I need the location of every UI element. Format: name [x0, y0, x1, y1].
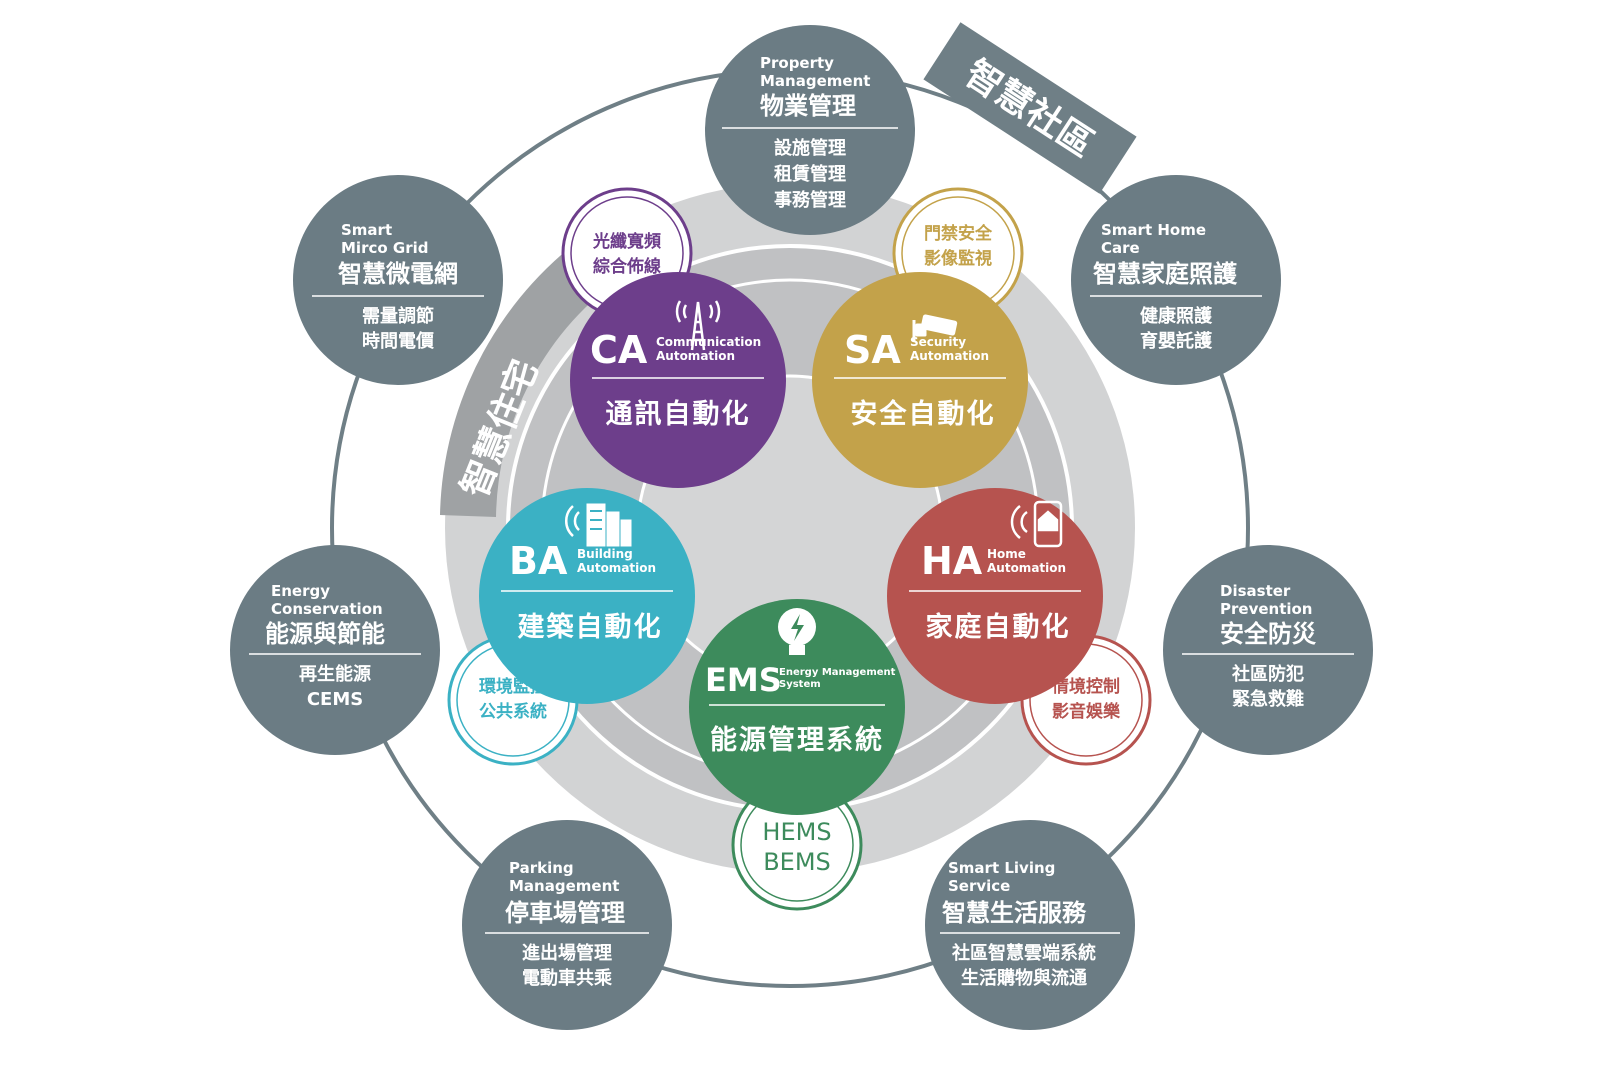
label-systems-0-sub-1: 綜合佈線	[593, 256, 661, 277]
smart-community-banner: 智慧社區	[923, 22, 1137, 194]
phone-home-icon	[1010, 500, 1063, 548]
system-ems: EMS Energy Management System 能源管理系統	[689, 599, 905, 815]
label-systems-4-abbr: EMS	[705, 661, 782, 699]
label-systems-4-en_lines-0: Energy Management	[779, 667, 896, 678]
label-outer_nodes-0-items-2: 事務管理	[774, 189, 846, 211]
label-systems-4-en_lines-1: System	[779, 679, 821, 690]
label-outer_nodes-3-items-0: 社區智慧雲端系統	[952, 942, 1096, 964]
security-camera-icon	[912, 314, 958, 342]
label-outer_nodes-1-en_lines-0: Smart Home	[1101, 221, 1206, 239]
label-systems-1-en_lines-1: Automation	[910, 349, 989, 363]
label-outer_nodes-2-items-1: 緊急救難	[1232, 688, 1304, 710]
label-systems-1-sub-0: 門禁安全	[924, 223, 993, 244]
label-systems-2-en_lines-0: Building	[577, 547, 633, 561]
label-systems-1-zh: 安全自動化	[851, 398, 996, 430]
label-systems-0-en_lines-1: Automation	[656, 349, 735, 363]
label-outer_nodes-0-items-0: 設施管理	[774, 137, 846, 159]
label-systems-4-sub-1: BEMS	[763, 848, 831, 876]
label-systems-3-abbr: HA	[921, 539, 983, 583]
label-outer_nodes-2-items-0: 社區防犯	[1232, 663, 1304, 685]
label-outer_nodes-1-zh: 智慧家庭照護	[1093, 260, 1238, 288]
label-outer_nodes-2-zh: 安全防災	[1220, 620, 1317, 648]
sub-ems: HEMS BEMS	[731, 779, 863, 911]
label-outer_nodes-0-zh: 物業管理	[760, 92, 856, 120]
node-parking-management: Parking Management 停車場管理 進出場管理 電動車共乘	[462, 820, 672, 1030]
node-property: Property Management 物業管理 設施管理 租賃管理 事務管理	[705, 25, 915, 235]
label-systems-2-sub-1: 公共系統	[479, 701, 547, 722]
label-outer_nodes-4-items-0: 進出場管理	[522, 942, 612, 964]
label-outer_nodes-5-zh: 能源與節能	[265, 620, 385, 648]
label-outer_nodes-1-items-1: 育嬰託護	[1140, 330, 1213, 352]
label-outer_nodes-2-en_lines-0: Disaster	[1220, 582, 1291, 600]
label-systems-0-zh: 通訊自動化	[606, 398, 751, 430]
label-systems-4-sub-0: HEMS	[762, 818, 831, 846]
label-outer_nodes-5-en_lines-1: Conservation	[271, 600, 383, 618]
label-outer_nodes-6-items-1: 時間電價	[362, 330, 435, 352]
lightbulb-bolt-icon	[778, 608, 816, 655]
label-outer_nodes-4-en_lines-1: Management	[509, 877, 619, 895]
label-outer_nodes-4-items-1: 電動車共乘	[522, 967, 612, 989]
label-outer_nodes-2-en_lines-1: Prevention	[1220, 600, 1313, 618]
label-systems-4-zh: 能源管理系統	[710, 724, 884, 756]
label-systems-3-en_lines-0: Home	[987, 547, 1026, 561]
label-systems-1-sub-1: 影像監視	[924, 248, 992, 269]
label-outer_nodes-5-en_lines-0: Energy	[271, 582, 330, 600]
label-outer_nodes-6-items-0: 需量調節	[362, 305, 434, 327]
label-outer_nodes-5-items-0: 再生能源	[299, 663, 371, 685]
system-sa: SA Security Automation 安全自動化	[812, 272, 1028, 488]
system-ba: BA Building Automation 建築自動化	[479, 488, 695, 704]
label-outer_nodes-1-en_lines-1: Care	[1101, 239, 1140, 257]
node-energy-conservation: Energy Conservation 能源與節能 再生能源 CEMS	[230, 545, 440, 755]
label-outer_nodes-5-items-1: CEMS	[307, 689, 363, 710]
label-systems-3-en_lines-1: Automation	[987, 561, 1066, 575]
label-systems-3-zh: 家庭自動化	[926, 611, 1071, 643]
label-systems-3-sub-1: 影音娛樂	[1052, 701, 1121, 722]
label-outer_nodes-6-zh: 智慧微電網	[338, 260, 458, 288]
label-systems-0-sub-0: 光纖寬頻	[592, 231, 661, 252]
label-outer_nodes-3-en_lines-1: Service	[948, 877, 1010, 895]
building-signal-icon	[564, 503, 632, 547]
label-systems-1-abbr: SA	[844, 328, 901, 372]
system-ha: HA Home Automation 家庭自動化	[887, 488, 1103, 704]
label-outer_nodes-6-en_lines-0: Smart	[341, 221, 392, 239]
label-systems-2-en_lines-1: Automation	[577, 561, 656, 575]
label-systems-2-zh: 建築自動化	[518, 611, 663, 643]
label-outer_nodes-0-items-1: 租賃管理	[774, 163, 846, 185]
label-systems-0-en_lines-0: Communication	[656, 335, 761, 349]
label-outer_nodes-0-en_lines-1: Management	[760, 72, 870, 90]
label-systems-2-abbr: BA	[509, 539, 568, 583]
label-outer_nodes-3-items-1: 生活購物與流通	[961, 967, 1087, 989]
node-disaster-prevention: Disaster Prevention 安全防災 社區防犯 緊急救難	[1163, 545, 1373, 755]
label-systems-3-sub-0: 情境控制	[1052, 676, 1120, 697]
system-ca: CA Communication Automation 通訊自動化	[570, 272, 786, 488]
label-systems-0-abbr: CA	[590, 328, 648, 372]
label-outer_nodes-3-zh: 智慧生活服務	[942, 899, 1087, 927]
label-outer_nodes-0-en_lines-0: Property	[760, 54, 834, 72]
node-smart-living-service: Smart Living Service 智慧生活服務 社區智慧雲端系統 生活購…	[925, 820, 1135, 1030]
label-outer_nodes-1-items-0: 健康照護	[1140, 305, 1213, 327]
label-systems-1-en_lines-0: Security	[910, 335, 966, 349]
label-outer_nodes-3-en_lines-0: Smart Living	[948, 859, 1055, 877]
label-outer_nodes-6-en_lines-1: Mirco Grid	[341, 239, 428, 257]
node-smart-micro-grid: Smart Mirco Grid 智慧微電網 需量調節 時間電價	[293, 175, 503, 385]
node-smart-home-care: Smart Home Care 智慧家庭照護 健康照護 育嬰託護	[1071, 175, 1281, 385]
antenna-tower-icon	[675, 300, 721, 351]
label-outer_nodes-4-zh: 停車場管理	[505, 899, 625, 927]
label-outer_nodes-4-en_lines-0: Parking	[509, 859, 574, 877]
